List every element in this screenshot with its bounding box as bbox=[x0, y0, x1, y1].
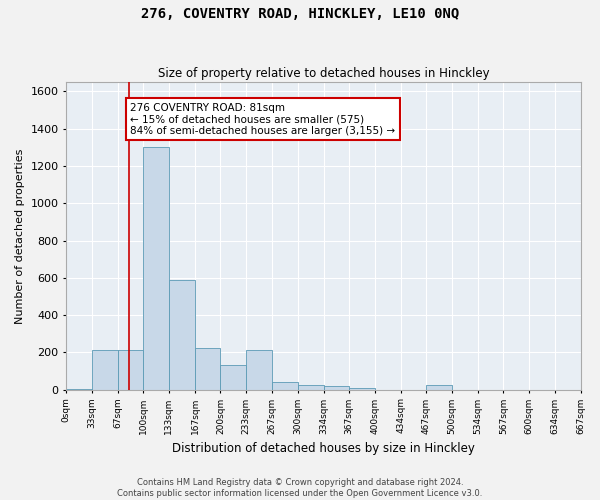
X-axis label: Distribution of detached houses by size in Hinckley: Distribution of detached houses by size … bbox=[172, 442, 475, 455]
Bar bbox=[67, 388, 92, 390]
Text: 276, COVENTRY ROAD, HINCKLEY, LE10 0NQ: 276, COVENTRY ROAD, HINCKLEY, LE10 0NQ bbox=[141, 8, 459, 22]
Text: Contains HM Land Registry data © Crown copyright and database right 2024.
Contai: Contains HM Land Registry data © Crown c… bbox=[118, 478, 482, 498]
Bar bbox=[324, 386, 349, 390]
Bar bbox=[220, 366, 246, 390]
Bar bbox=[272, 382, 298, 390]
Bar bbox=[195, 348, 220, 390]
Text: 276 COVENTRY ROAD: 81sqm
← 15% of detached houses are smaller (575)
84% of semi-: 276 COVENTRY ROAD: 81sqm ← 15% of detach… bbox=[130, 102, 395, 136]
Bar bbox=[143, 148, 169, 390]
Title: Size of property relative to detached houses in Hinckley: Size of property relative to detached ho… bbox=[158, 66, 489, 80]
Bar bbox=[92, 350, 118, 390]
Bar bbox=[349, 388, 374, 390]
Bar bbox=[118, 350, 143, 390]
Bar bbox=[427, 385, 452, 390]
Bar bbox=[246, 350, 272, 390]
Bar bbox=[298, 385, 324, 390]
Bar bbox=[169, 280, 195, 390]
Y-axis label: Number of detached properties: Number of detached properties bbox=[15, 148, 25, 324]
